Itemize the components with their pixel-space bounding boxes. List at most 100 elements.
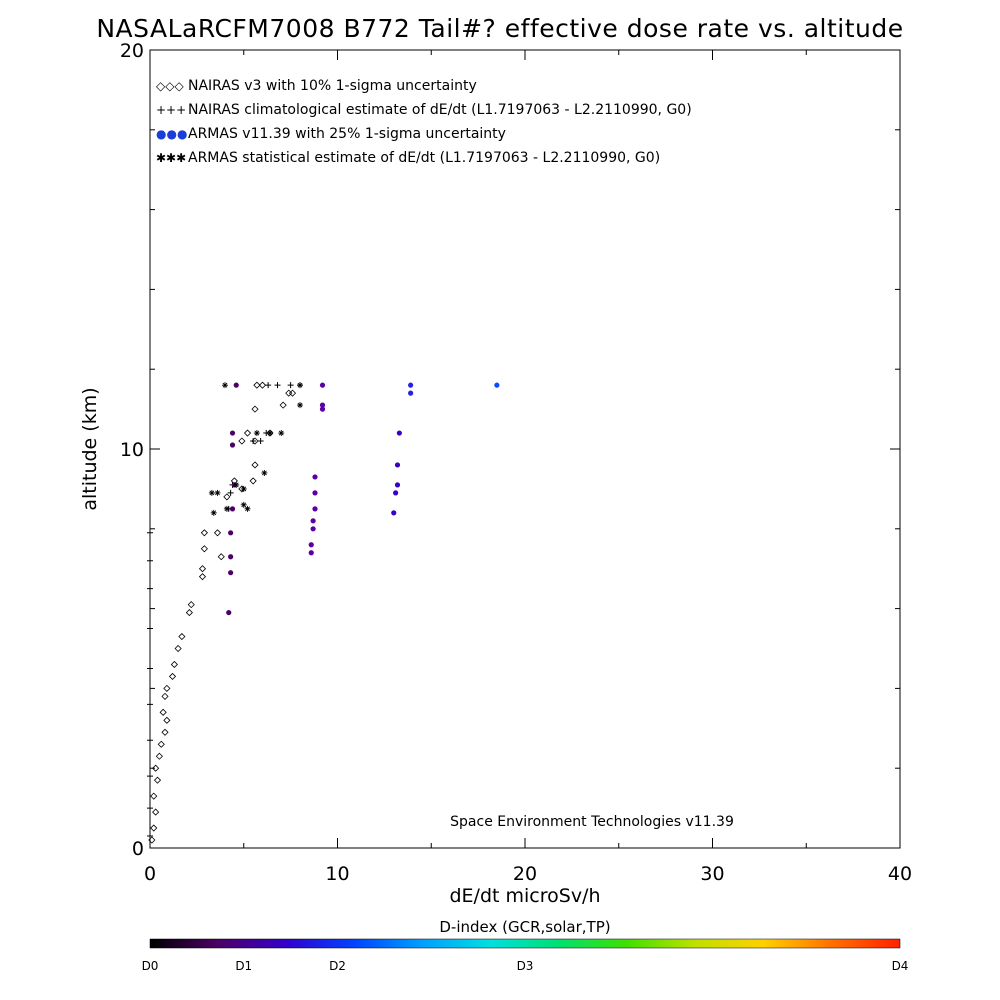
nairas-climatological-point <box>147 805 153 812</box>
nairas-v3-point <box>198 565 207 573</box>
armas-point <box>393 490 399 496</box>
armas-point <box>312 490 318 496</box>
armas-statistical-point <box>297 382 303 389</box>
colorbar <box>149 938 901 949</box>
nairas-v3-point <box>163 684 171 692</box>
y-tick-label: 20 <box>120 40 144 62</box>
armas-statistical-point <box>223 505 230 512</box>
armas-point <box>396 430 402 436</box>
nairas-v3-point <box>178 632 186 641</box>
nairas-climatological-point <box>265 382 272 389</box>
nairas-v3-point <box>187 601 195 609</box>
nairas-v3-point <box>288 389 297 397</box>
nairas-v3-point <box>200 545 208 553</box>
nairas-climatological-point <box>274 382 281 389</box>
nairas-v3-point <box>163 716 171 724</box>
y-tick-label: 10 <box>120 439 144 461</box>
colorbar-title: D-index (GCR,solar,TP) <box>439 918 610 936</box>
nairas-v3-point <box>150 824 158 832</box>
armas-point <box>228 530 234 536</box>
legend-symbol: ●●● <box>156 127 187 141</box>
x-tick-label: 0 <box>144 863 156 885</box>
armas-point <box>394 482 401 488</box>
armas-point <box>408 390 414 396</box>
nairas-climatological-point <box>287 382 294 389</box>
armas-statistical-point <box>261 469 268 476</box>
x-tick-label: 20 <box>513 863 537 885</box>
nairas-v3-point <box>185 609 193 617</box>
chart-title: NASALaRCFM7008 B772 Tail#? effective dos… <box>96 14 904 43</box>
x-tick-label: 30 <box>700 863 724 885</box>
nairas-climatological-point <box>147 773 153 780</box>
nairas-v3-point <box>174 644 182 653</box>
armas-statistical-point <box>222 382 228 389</box>
nairas-v3-point <box>198 573 207 581</box>
nairas-v3-point <box>152 808 160 816</box>
nairas-v3-point <box>285 389 293 397</box>
legend-symbol: ◇◇◇ <box>156 79 184 93</box>
armas-point <box>228 570 234 576</box>
armas-statistical-point <box>208 489 215 496</box>
nairas-v3-point <box>243 429 252 437</box>
armas-point <box>319 402 326 408</box>
nairas-v3-point <box>168 672 177 680</box>
colorbar-tick-label: D2 <box>329 959 346 973</box>
armas-point <box>312 506 318 512</box>
armas-point <box>391 510 397 516</box>
legend-entry: ARMAS v11.39 with 25% 1-sigma uncertaint… <box>188 126 506 142</box>
nairas-v3-point <box>159 708 167 716</box>
x-tick-label: 40 <box>888 863 912 885</box>
nairas-v3-point <box>152 764 160 772</box>
armas-point <box>229 430 236 436</box>
nairas-climatological-point <box>147 625 153 632</box>
armas-statistical-point <box>240 501 247 508</box>
nairas-v3-point <box>251 405 259 413</box>
colorbar-tick-label: D1 <box>235 959 252 973</box>
nairas-v3-point <box>213 529 222 537</box>
armas-point <box>319 406 326 412</box>
nairas-climatological-point <box>147 529 153 536</box>
nairas-v3-point <box>253 381 261 389</box>
nairas-v3-point <box>238 437 246 445</box>
armas-point <box>233 382 239 388</box>
legend: ◇◇◇ NAIRAS v3 with 10% 1-sigma uncertaint… <box>156 78 692 166</box>
colorbar-tick-label: D3 <box>517 959 534 973</box>
nairas-climatological-point <box>250 438 257 445</box>
legend-symbol: +++ <box>156 103 186 117</box>
armas-statistical-point <box>267 430 273 437</box>
armas-statistical-point <box>240 485 247 492</box>
legend-entry: NAIRAS climatological estimate of dE/dt … <box>188 102 692 118</box>
nairas-v3-point <box>249 477 257 485</box>
nairas-v3-point <box>161 692 169 700</box>
axis-tick-labels: 0 10 20 30 40 0 10 20 <box>120 40 912 885</box>
armas-point <box>226 609 232 616</box>
armas-point <box>308 542 314 548</box>
axis-ticks <box>149 49 901 849</box>
x-axis-label: dE/dt microSv/h <box>449 885 600 907</box>
legend-symbol: ✱✱✱ <box>156 151 186 165</box>
armas-statistical-point <box>278 430 285 437</box>
nairas-v3-point <box>170 660 178 669</box>
armas-point <box>494 382 500 388</box>
armas-statistical-point <box>210 509 217 516</box>
nairas-v3-point <box>161 728 169 736</box>
nairas-v3-point <box>223 493 231 501</box>
legend-entry: NAIRAS v3 with 10% 1-sigma uncertainty <box>188 78 477 94</box>
nairas-climatological-point <box>147 665 153 672</box>
armas-statistical-point <box>244 505 251 512</box>
armas-statistical-point <box>214 489 221 496</box>
colorbar-ticks: D0 D1 D2 D3 D4 <box>142 959 909 973</box>
nairas-v3-point <box>217 553 225 561</box>
nairas-climatological-point <box>147 701 153 708</box>
nairas-v3-point <box>150 792 158 800</box>
nairas-climatological-point <box>147 833 153 840</box>
nairas-v3-point <box>155 752 163 760</box>
nairas-v3-point <box>200 529 208 537</box>
armas-point <box>394 462 401 468</box>
nairas-v3-point <box>279 401 287 409</box>
colorbar-tick-label: D0 <box>142 959 159 973</box>
armas-point <box>229 506 236 512</box>
armas-point <box>319 382 326 388</box>
colorbar-tick-label: D4 <box>892 959 909 973</box>
